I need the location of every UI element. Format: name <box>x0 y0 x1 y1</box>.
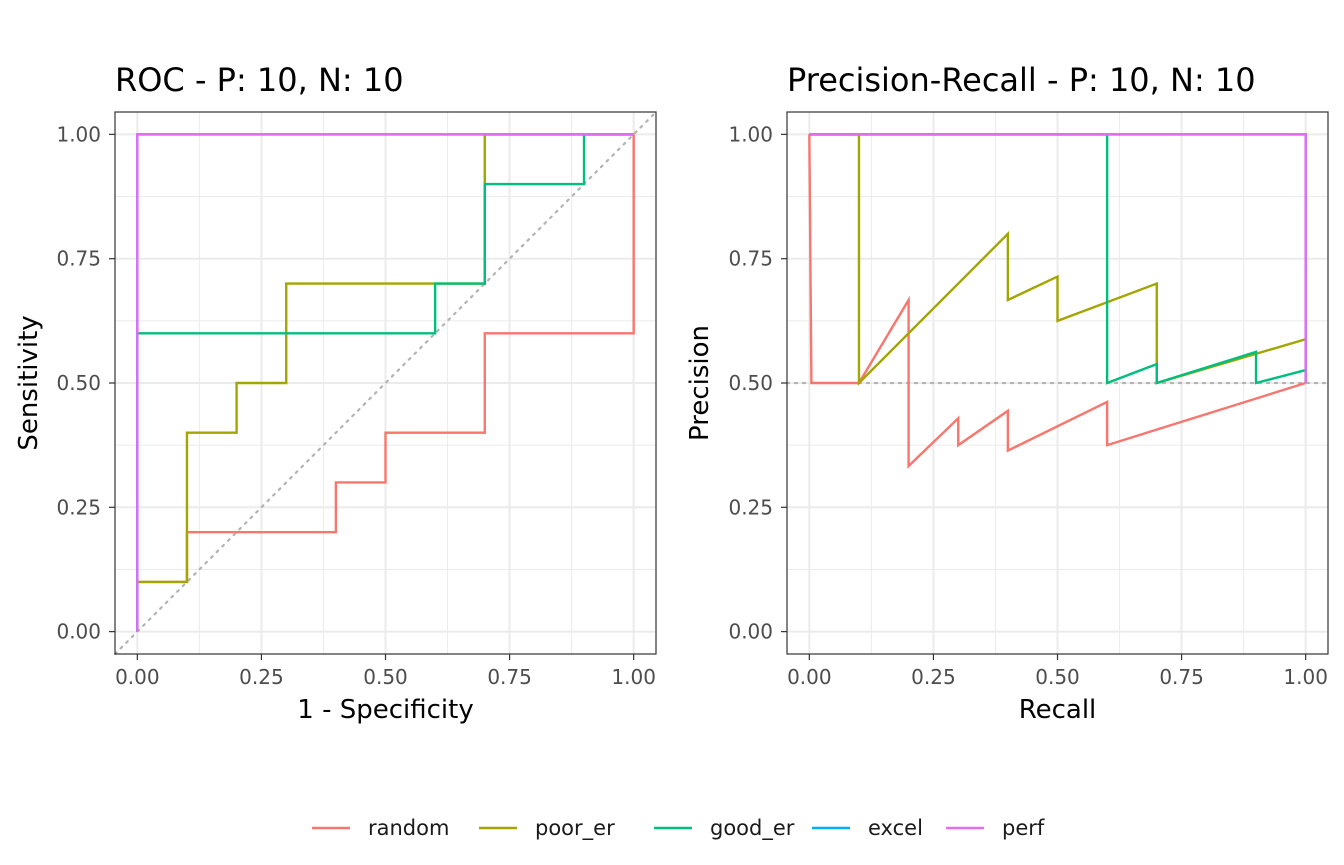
pr-y-tick-label: 1.00 <box>728 122 773 146</box>
pr-x-tick-label: 1.00 <box>1283 665 1328 689</box>
roc-y-ticks: 0.00 0.25 0.50 0.75 1.00 <box>56 122 115 644</box>
roc-x-tick-label: 0.50 <box>363 665 408 689</box>
roc-panel: ROC - P: 10, N: 10 0.00 0.25 0.50 0.75 1.00 … <box>14 61 658 725</box>
roc-series-line-good-er <box>136 133 634 632</box>
roc-x-axis-title: 1 - Specificity <box>297 695 473 725</box>
pr-y-tick-label: 0.75 <box>728 247 773 271</box>
roc-x-tick-label: 1.00 <box>611 665 656 689</box>
roc-title: ROC - P: 10, N: 10 <box>115 61 404 99</box>
legend-label-good-er: good_er <box>710 816 795 841</box>
legend-label-perf: perf <box>1002 816 1045 840</box>
roc-y-tick-label: 0.00 <box>56 620 101 644</box>
roc-y-tick-label: 0.25 <box>56 495 101 519</box>
legend-label-poor-er: poor_er <box>535 816 615 841</box>
pr-y-ticks: 0.00 0.25 0.50 0.75 1.00 <box>728 122 787 644</box>
pr-title: Precision-Recall - P: 10, N: 10 <box>787 61 1256 99</box>
roc-x-tick-label: 0.00 <box>115 665 160 689</box>
pr-y-axis-title: Precision <box>685 325 715 441</box>
pr-series <box>808 133 1307 469</box>
pr-x-ticks: 0.00 0.25 0.50 0.75 1.00 <box>787 654 1328 689</box>
roc-reference-dotted-line <box>113 110 658 656</box>
legend-label-excel: excel <box>868 816 923 840</box>
pr-y-tick-label: 0.00 <box>728 620 773 644</box>
pr-x-tick-label: 0.00 <box>787 665 832 689</box>
pr-x-tick-label: 0.75 <box>1159 665 1204 689</box>
roc-series-line-perf <box>136 133 634 632</box>
pr-series-line-good-er <box>809 133 1307 385</box>
roc-reference-line <box>113 110 658 656</box>
pr-x-tick-label: 0.25 <box>911 665 956 689</box>
pr-y-tick-label: 0.50 <box>728 371 773 395</box>
pr-y-tick-label: 0.25 <box>728 495 773 519</box>
roc-x-tick-label: 0.75 <box>487 665 532 689</box>
roc-y-tick-label: 0.75 <box>56 247 101 271</box>
pr-series-line-perf <box>809 133 1307 383</box>
pr-x-axis-title: Recall <box>1019 695 1097 725</box>
pr-x-tick-label: 0.50 <box>1035 665 1080 689</box>
roc-x-ticks: 0.00 0.25 0.50 0.75 1.00 <box>115 654 656 689</box>
roc-y-tick-label: 1.00 <box>56 122 101 146</box>
roc-series <box>136 133 635 632</box>
roc-y-tick-label: 0.50 <box>56 371 101 395</box>
precision-recall-panel: Precision-Recall - P: 10, N: 10 0.00 0.25… <box>685 61 1330 725</box>
legend-label-random: random <box>368 816 449 840</box>
pr-series-line-random <box>808 134 1307 469</box>
roc-y-axis-title: Sensitivity <box>14 315 44 450</box>
roc-x-tick-label: 0.25 <box>239 665 284 689</box>
legend: random poor_er good_er excel perf <box>312 816 1045 841</box>
